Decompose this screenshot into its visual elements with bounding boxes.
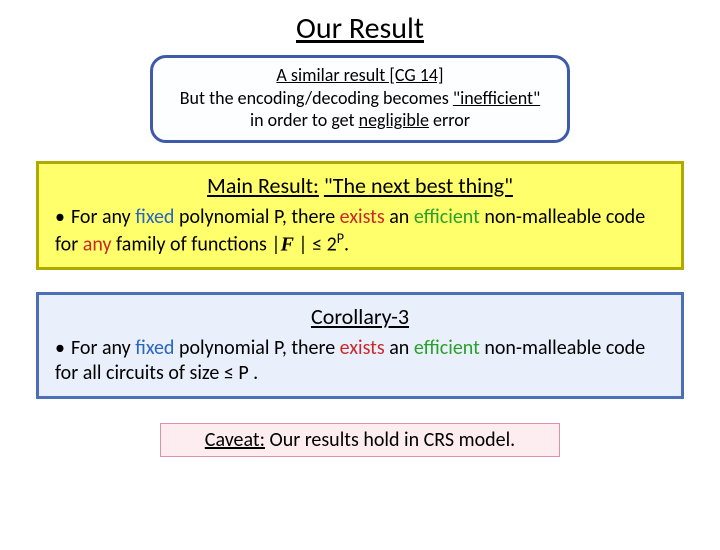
- similar-line-2: But the encoding/decoding becomes "ineff…: [167, 87, 553, 110]
- corollary-body: •For any fixed polynomial P, there exist…: [55, 336, 665, 386]
- similar-line-1: A similar result [CG 14]: [167, 64, 553, 87]
- corollary-heading: Corollary-3: [55, 303, 665, 330]
- caveat-rest: Our results hold in CRS model.: [265, 428, 515, 452]
- caveat-lead: Caveat:: [205, 428, 265, 452]
- caveat-box: Caveat: Our results hold in CRS model.: [160, 423, 560, 457]
- main-result-body: •For any fixed polynomial P, there exist…: [55, 205, 665, 258]
- main-result-box: Main Result: "The next best thing" •For …: [36, 161, 684, 271]
- slide-title: Our Result: [0, 10, 720, 47]
- bullet-icon: •: [55, 205, 71, 230]
- main-result-heading: Main Result: "The next best thing": [55, 172, 665, 199]
- bullet-icon: •: [55, 336, 71, 361]
- similar-result-box: A similar result [CG 14] But the encodin…: [150, 55, 570, 143]
- similar-line-3: in order to get negligible error: [167, 109, 553, 132]
- corollary-box: Corollary-3 •For any fixed polynomial P,…: [36, 292, 684, 399]
